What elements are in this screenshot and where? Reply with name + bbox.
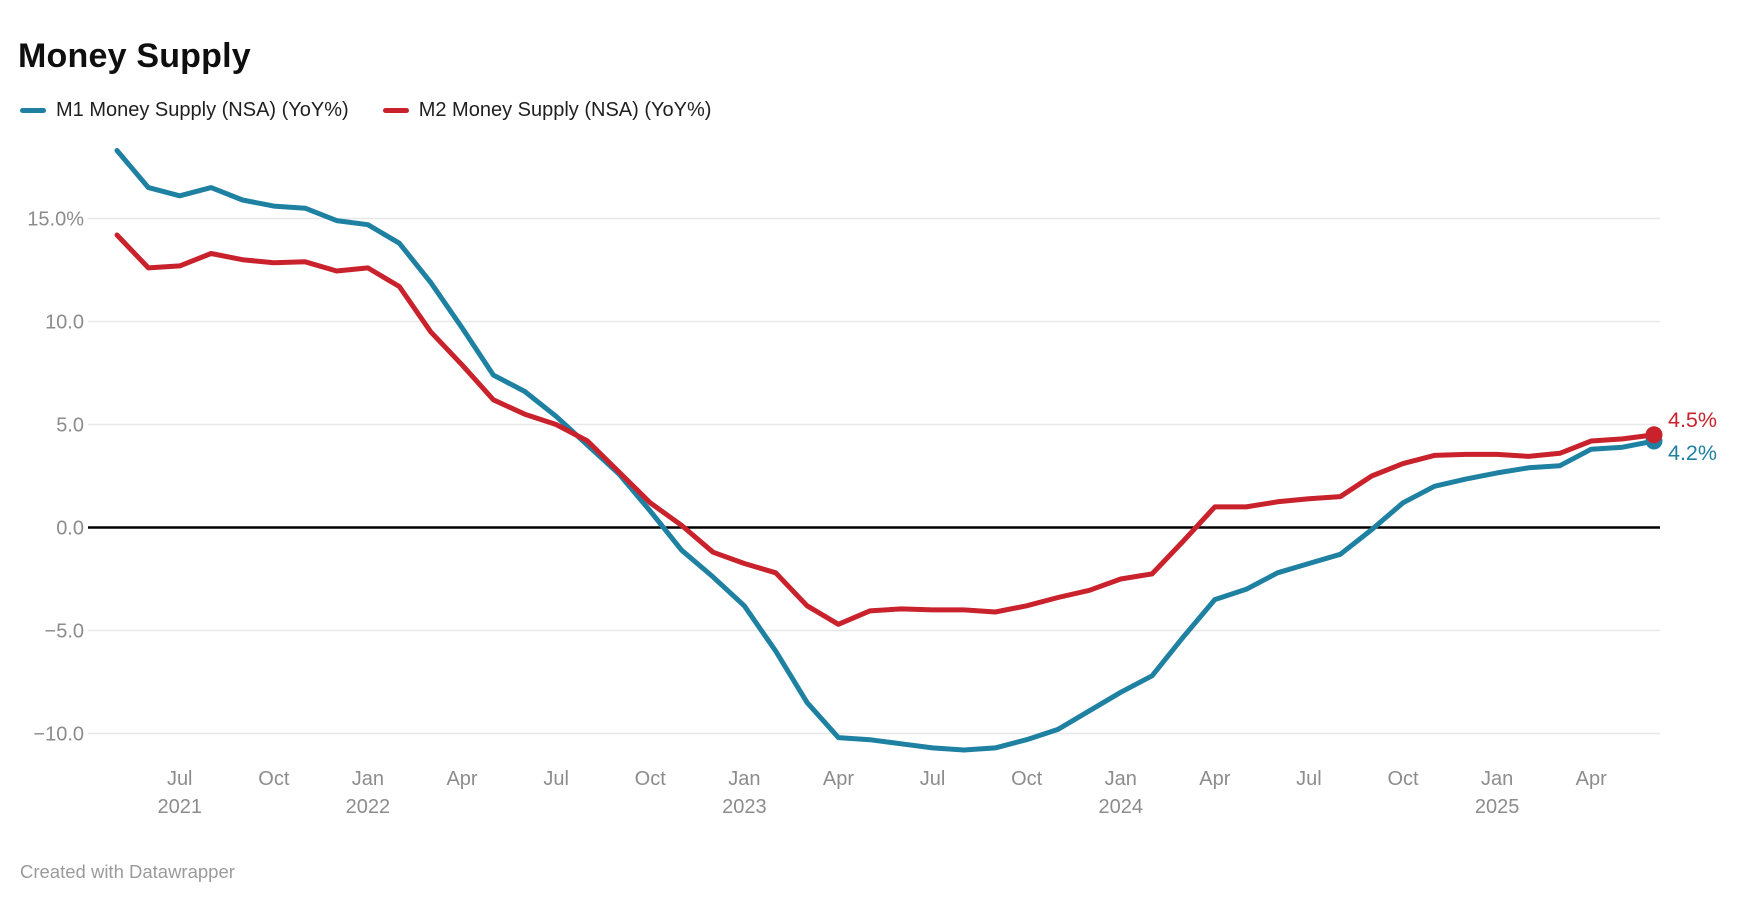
series-end-label-m2: 4.5% [1668, 408, 1717, 432]
y-axis-label: 10.0 [45, 312, 84, 334]
x-axis-label: Oct [635, 768, 667, 790]
x-axis-label: Oct [1011, 768, 1043, 790]
y-axis-label: 15.0% [27, 209, 84, 231]
legend: M1 Money Supply (NSA) (YoY%) M2 Money Su… [20, 99, 711, 122]
x-axis-label: Jul [167, 768, 193, 790]
chart-title: Money Supply [18, 36, 251, 75]
legend-item-m2: M2 Money Supply (NSA) (YoY%) [382, 99, 712, 122]
x-axis-year-label: 2021 [157, 796, 202, 818]
y-axis-label: 0.0 [56, 518, 84, 540]
m1-line-swatch-icon [20, 108, 46, 113]
x-axis-label: Jan [1481, 768, 1513, 790]
x-axis-label: Oct [258, 768, 290, 790]
x-axis-label: Apr [446, 768, 477, 790]
x-axis-year-label: 2024 [1098, 796, 1143, 818]
y-axis-label: −5.0 [45, 621, 84, 643]
series-line-m1 [114, 148, 1657, 753]
legend-label-m2: M2 Money Supply (NSA) (YoY%) [418, 99, 712, 121]
series-end-dot-m2 [1645, 426, 1663, 444]
legend-label-m1: M1 Money Supply (NSA) (YoY%) [56, 99, 349, 121]
x-axis-label: Oct [1387, 768, 1419, 790]
datawrapper-credit-link[interactable]: Created with Datawrapper [20, 861, 235, 882]
x-axis-label: Apr [1199, 768, 1230, 790]
m2-line-swatch-icon [382, 108, 409, 113]
x-axis-year-label: 2025 [1475, 796, 1520, 818]
series-line-m2 [114, 232, 1657, 627]
series-end-label-m1: 4.2% [1668, 441, 1717, 465]
x-axis-label: Apr [823, 768, 854, 790]
x-axis-label: Jan [1105, 768, 1137, 790]
x-axis-year-label: 2022 [346, 796, 391, 818]
legend-item-m1: M1 Money Supply (NSA) (YoY%) [20, 99, 349, 122]
x-axis-label: Apr [1576, 768, 1607, 790]
y-axis-label: 5.0 [56, 415, 84, 437]
y-axis-label: −10.0 [33, 724, 84, 746]
x-axis-label: Jan [728, 768, 760, 790]
x-axis-label: Jul [920, 768, 946, 790]
x-axis-label: Jul [543, 768, 569, 790]
x-axis-year-label: 2023 [722, 796, 767, 818]
x-axis-label: Jan [352, 768, 384, 790]
x-axis-label: Jul [1296, 768, 1322, 790]
